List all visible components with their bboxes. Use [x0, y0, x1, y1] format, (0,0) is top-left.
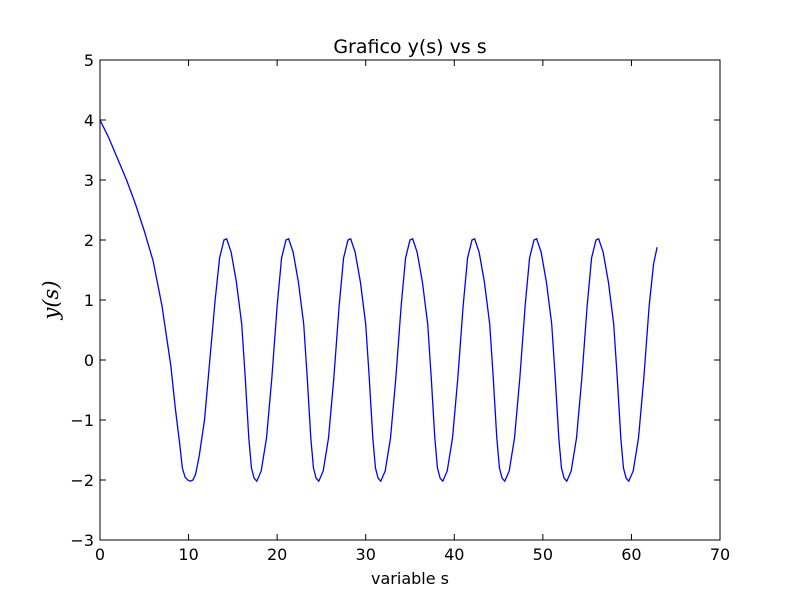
x-tick-label: 0 [95, 545, 105, 564]
x-tick-label: 50 [533, 545, 553, 564]
y-tick-label: −1 [70, 411, 94, 430]
plot-frame [99, 59, 721, 541]
x-tick-label: 30 [356, 545, 376, 564]
x-tick-label: 20 [267, 545, 287, 564]
y-tick-label: 1 [84, 291, 94, 310]
y-tick-label: 5 [84, 51, 94, 70]
x-tick-label: 10 [178, 545, 198, 564]
y-tick-label: −3 [70, 531, 94, 550]
y-tick-label: 0 [84, 351, 94, 370]
y-tick-label: −2 [70, 471, 94, 490]
series-line [100, 119, 658, 483]
y-tick-label: 3 [84, 171, 94, 190]
y-tick-label: 4 [84, 111, 94, 130]
x-tick-label: 40 [444, 545, 464, 564]
x-tick-label: 60 [621, 545, 641, 564]
x-axis-label: variable s [371, 569, 449, 588]
y-tick-label: 2 [84, 231, 94, 250]
y-axis-label: y(s) [39, 280, 63, 320]
chart-title: Grafico y(s) vs s [333, 36, 486, 58]
x-tick-label: 70 [710, 545, 730, 564]
